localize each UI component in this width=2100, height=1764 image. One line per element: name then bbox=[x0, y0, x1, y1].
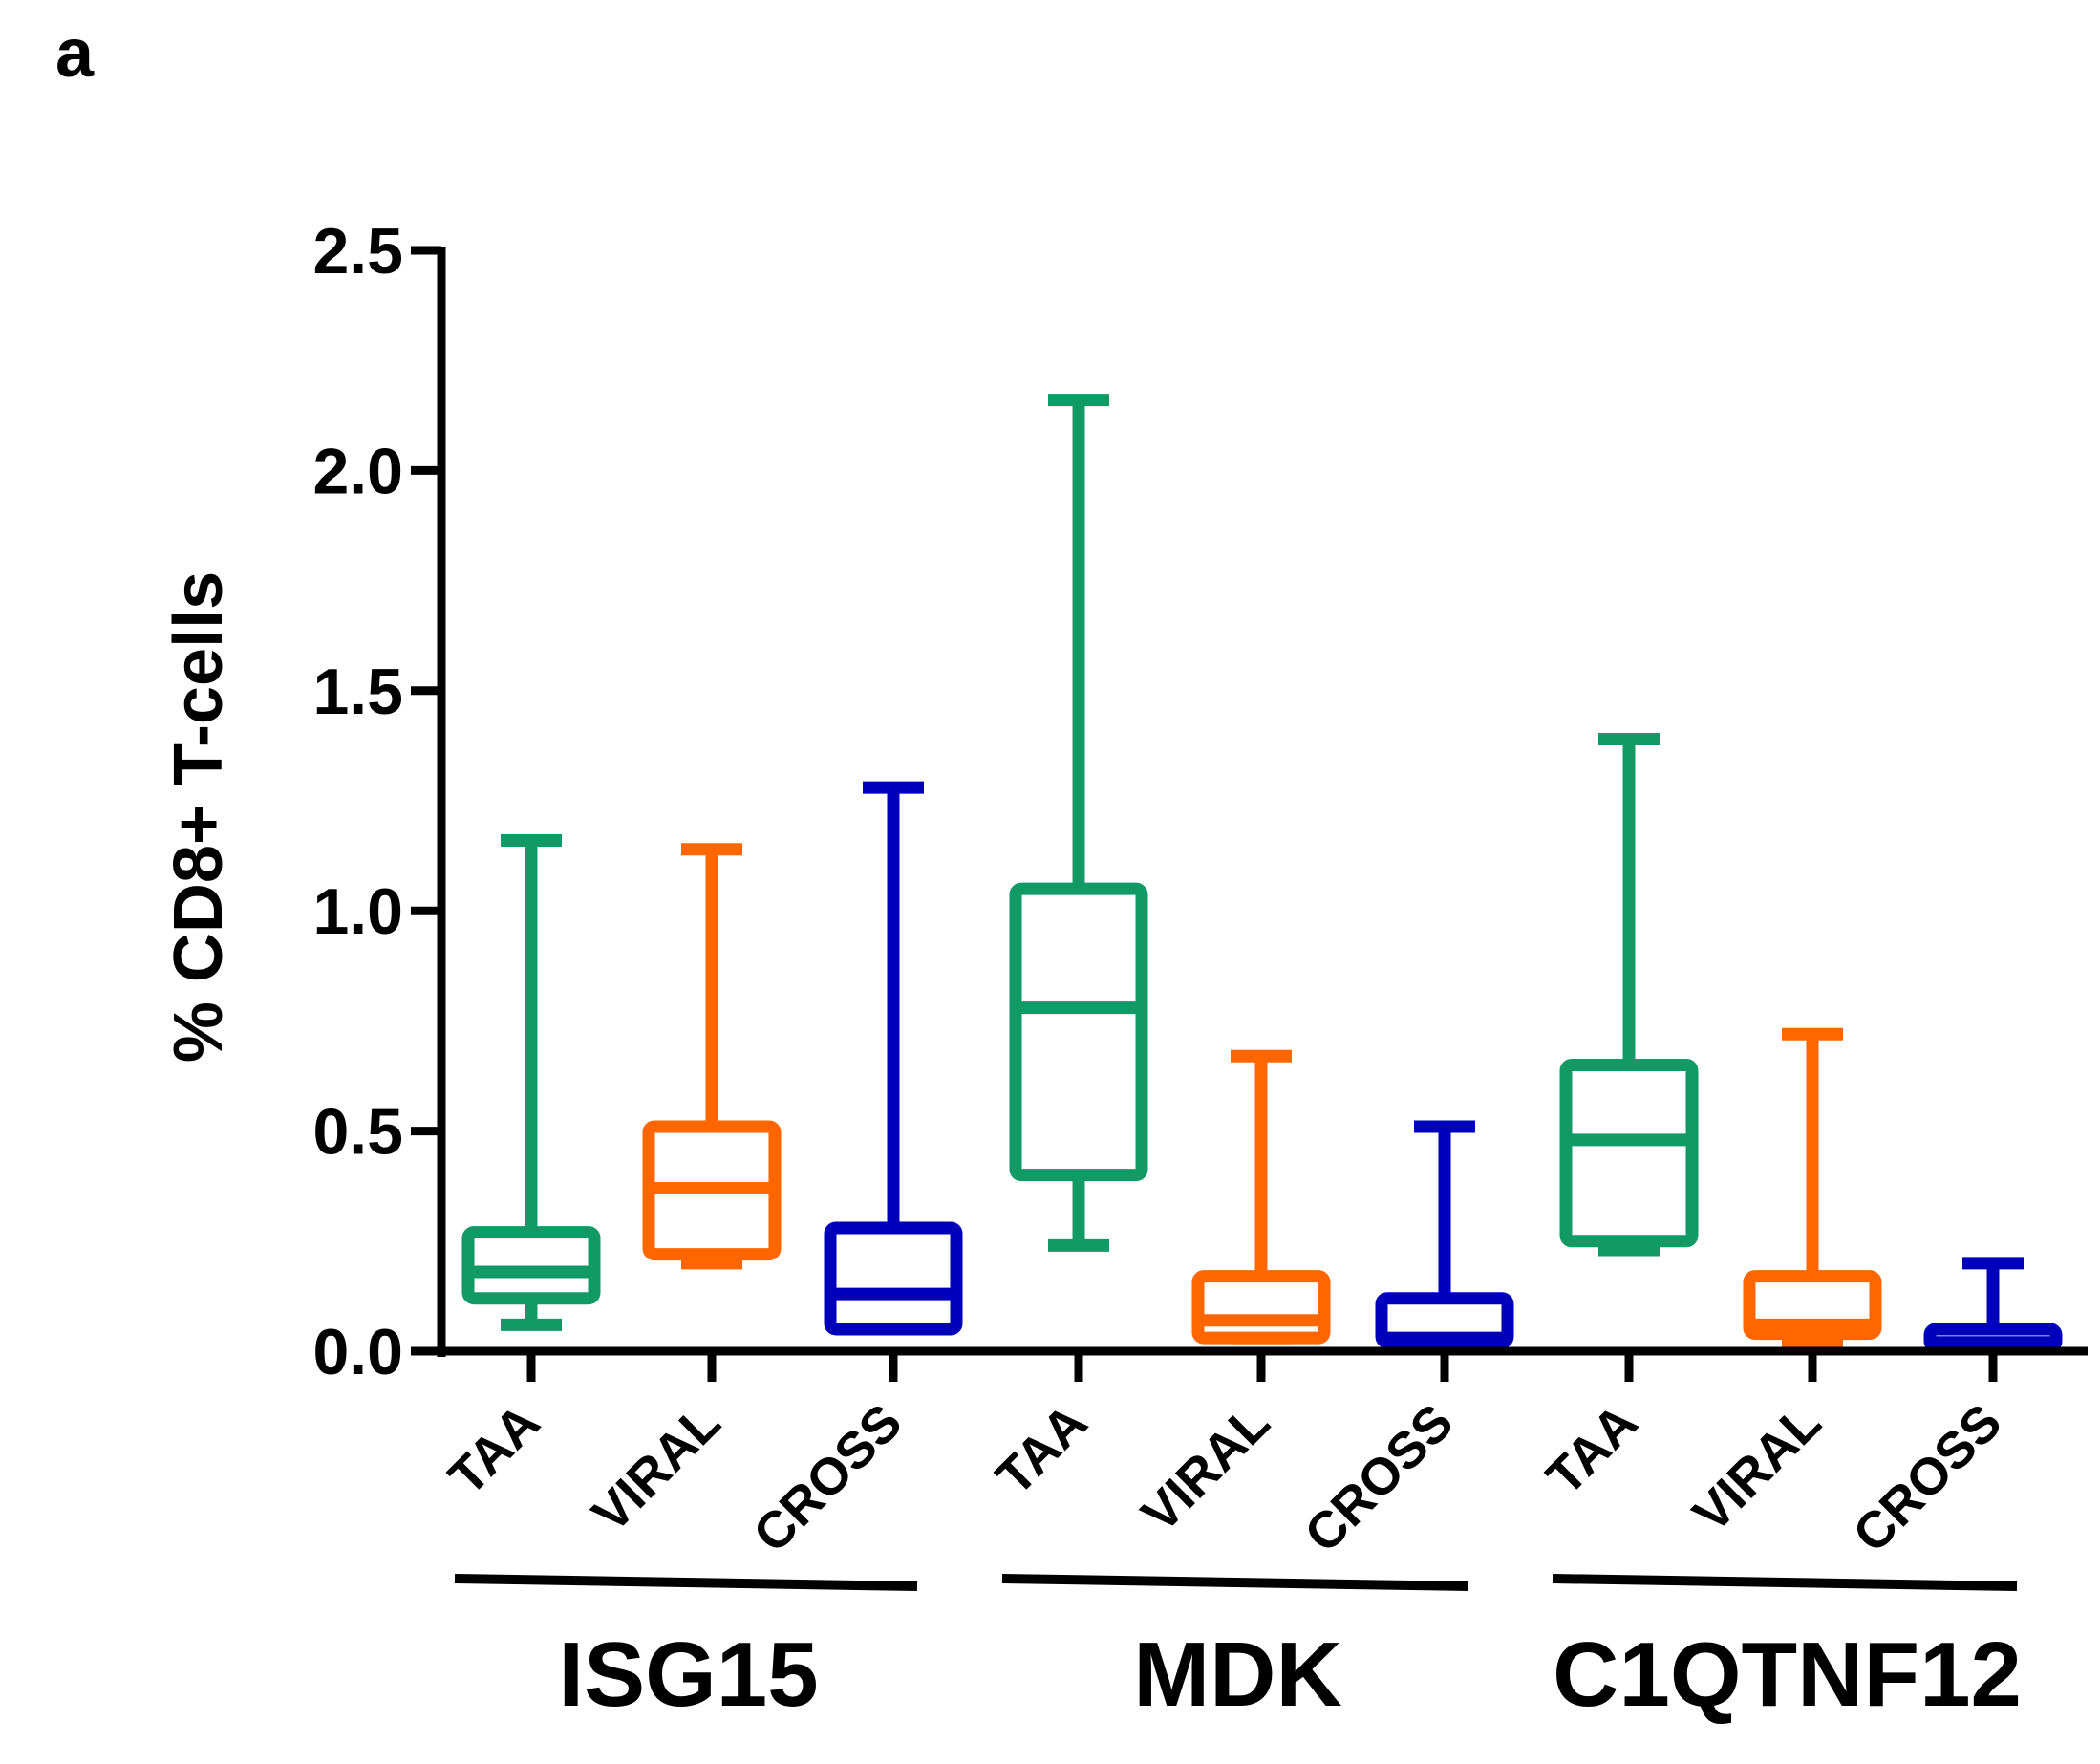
iqr-box bbox=[1009, 882, 1148, 1182]
x-tick-label: VIRAL bbox=[1131, 1393, 1281, 1543]
box-c1qtnf12-taa bbox=[1559, 732, 1699, 1257]
box-mdk-cross bbox=[1375, 1120, 1514, 1349]
x-tick-label: VIRAL bbox=[1682, 1393, 1832, 1543]
y-tick-label: 1.0 bbox=[312, 875, 403, 948]
group-label: C1QTNF12 bbox=[1553, 1624, 2022, 1726]
y-axis-title: % CD8+ T-cells bbox=[161, 571, 237, 1063]
x-tick-label: CROSS bbox=[1294, 1393, 1464, 1563]
x-tick-label: TAA bbox=[438, 1393, 550, 1506]
box-c1qtnf12-cross bbox=[1923, 1257, 2063, 1353]
iqr-box bbox=[461, 1226, 601, 1305]
y-tick-label: 0.5 bbox=[312, 1096, 403, 1169]
y-axis: 0.0 0.5 1.0 1.5 2.0 2.5 bbox=[312, 215, 446, 1388]
box-isg15-cross bbox=[824, 781, 963, 1336]
iqr-box bbox=[1559, 1058, 1699, 1248]
box-mdk-viral bbox=[1191, 1049, 1331, 1345]
group-label: ISG15 bbox=[558, 1624, 818, 1726]
y-tick-label: 2.0 bbox=[312, 435, 403, 507]
group-label: MDK bbox=[1133, 1624, 1342, 1726]
iqr-box bbox=[1191, 1270, 1331, 1345]
x-tick-label: TAA bbox=[985, 1393, 1098, 1506]
y-tick-label: 1.5 bbox=[312, 656, 403, 728]
box-mdk-taa bbox=[1009, 394, 1148, 1252]
plot-area bbox=[461, 394, 2063, 1353]
x-tick-label: CROSS bbox=[742, 1393, 912, 1563]
x-tick-label: CROSS bbox=[1842, 1393, 2012, 1563]
group-bracket bbox=[454, 1574, 918, 1591]
y-tick-label: 0.0 bbox=[312, 1316, 403, 1388]
box-isg15-viral bbox=[642, 843, 782, 1270]
group-bracket bbox=[1001, 1574, 1469, 1591]
box-isg15-taa bbox=[461, 833, 601, 1331]
iqr-box bbox=[824, 1221, 963, 1336]
panel-label: a bbox=[55, 15, 95, 92]
group-bracket bbox=[1552, 1574, 2018, 1591]
x-tick-label: TAA bbox=[1535, 1393, 1648, 1506]
x-tick-label: VIRAL bbox=[582, 1393, 732, 1543]
y-tick-label: 2.5 bbox=[312, 215, 403, 288]
box-c1qtnf12-viral bbox=[1743, 1027, 1882, 1349]
